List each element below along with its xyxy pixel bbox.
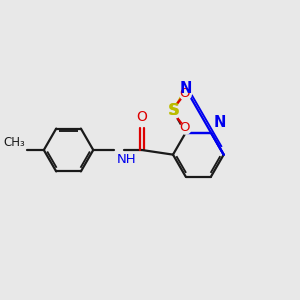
Text: O: O xyxy=(180,121,190,134)
Text: N: N xyxy=(179,81,192,96)
Text: CH₃: CH₃ xyxy=(4,136,26,149)
Text: N: N xyxy=(213,115,226,130)
Text: S: S xyxy=(169,103,180,118)
Text: O: O xyxy=(136,110,147,124)
Text: O: O xyxy=(180,87,190,100)
Text: S: S xyxy=(167,103,178,118)
Text: NH: NH xyxy=(117,153,137,166)
